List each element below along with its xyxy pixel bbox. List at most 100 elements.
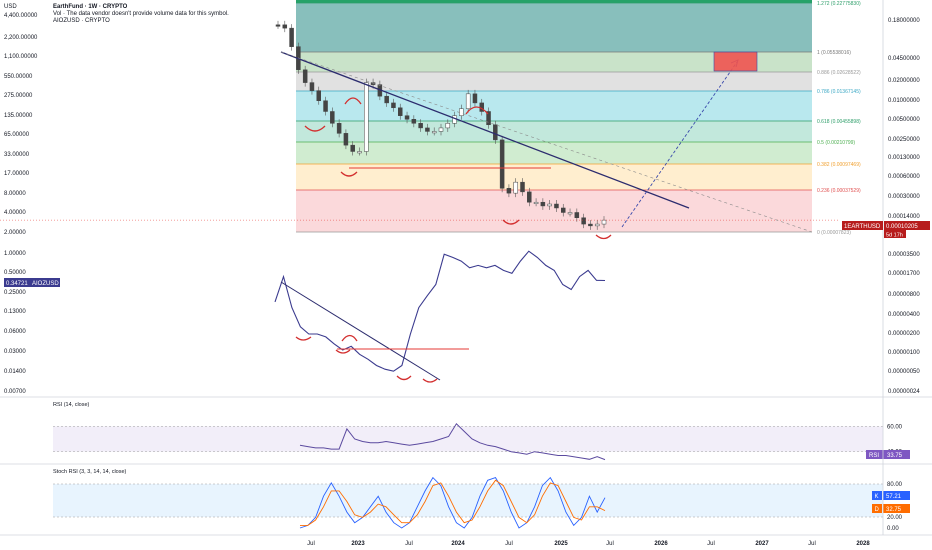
- earth-candle: [561, 207, 566, 213]
- highlight-arc: [502, 219, 520, 225]
- earth-candle: [411, 119, 417, 124]
- x-axis-label: 2024: [451, 541, 465, 547]
- highlight-arc: [595, 234, 612, 240]
- stoch-k-value-bg: [883, 491, 910, 500]
- aioz-badge-label: AIOZUSD: [32, 281, 59, 287]
- right-axis-label: 0.00014000: [888, 214, 920, 220]
- right-axis-label: 0.02000000: [888, 78, 920, 84]
- earth-candle: [398, 107, 403, 116]
- earth-candle: [343, 133, 349, 146]
- right-axis-label: 0.00030000: [888, 194, 920, 200]
- earth-badge-value-bg: [884, 221, 930, 230]
- fib-level-label: 0.786 (0.01367145): [817, 89, 861, 95]
- overlay-symbol: AIOZUSD · CRYPTO: [53, 18, 110, 24]
- earth-candle: [445, 123, 451, 129]
- earth-candle: [357, 151, 362, 154]
- highlight-arc: [340, 171, 358, 177]
- stoch-tick-label: 80.00: [887, 482, 903, 488]
- earth-candle: [282, 24, 288, 29]
- earth-badge-timer-bg: [884, 230, 906, 238]
- fibonacci-retracement[interactable]: 1.272 (0.22775830) 1 (0.05538016) 0.886 (0…: [296, 0, 861, 236]
- currency-label: USD: [4, 4, 17, 10]
- earth-candle: [438, 127, 444, 132]
- stoch-d-line: [300, 479, 606, 526]
- left-axis-label: 17.00000: [4, 171, 30, 177]
- earth-candle: [472, 93, 478, 104]
- left-axis-aioz-label: 0.50000: [4, 270, 26, 276]
- right-axis-label: 0.00130000: [888, 155, 920, 161]
- left-axis-aioz-label: 0.13000: [4, 309, 26, 315]
- left-axis-label: 2,200.00000: [4, 35, 38, 41]
- left-axis-label: 33.00000: [4, 152, 30, 158]
- earth-badge-label-bg: [842, 221, 883, 230]
- fib-level-label: 0.382 (0.00097469): [817, 162, 861, 168]
- stoch-title: Stoch RSI (3, 3, 14, 14, close): [53, 469, 127, 475]
- right-axis-low-label: 0.00000050: [888, 369, 920, 375]
- fib-upper-zone: [296, 3, 812, 52]
- earth-candle: [540, 201, 546, 207]
- earth-candle: [364, 82, 369, 152]
- highlight-arc: [295, 336, 312, 341]
- x-axis-label: Jul: [808, 541, 816, 547]
- left-axis-label: 550.00000: [4, 74, 33, 80]
- rsi-line: [299, 423, 606, 461]
- right-axis-label: 0.01000000: [888, 98, 920, 104]
- aioz-badge-label-bg: [30, 278, 60, 287]
- fib-level-label: 1 (0.05538016): [817, 50, 851, 56]
- aioz-line: [274, 250, 606, 372]
- fib-level-label: 0 (0.00007823): [817, 230, 851, 236]
- left-axis-label: 4.00000: [4, 210, 26, 216]
- x-axis-label: Jul: [707, 541, 715, 547]
- right-axis-low-label: 0.00001700: [888, 271, 920, 277]
- highlight-arc: [396, 375, 412, 381]
- earth-candle: [418, 123, 423, 129]
- left-axis-label: 4,400.00000: [4, 13, 38, 19]
- earth-badge-label: 1EARTHUSD: [844, 224, 881, 230]
- aioz-downtrend-line: [280, 281, 441, 381]
- fib-zone: [296, 142, 812, 164]
- earth-candle: [601, 219, 607, 225]
- fib-zone: [296, 52, 812, 72]
- earth-candle: [465, 93, 471, 109]
- earth-candle: [391, 102, 396, 109]
- downtrend-line: [280, 51, 690, 209]
- right-axis-low-label: 0.00000100: [888, 350, 920, 356]
- stoch-rsi-pane: 80.00 20.00 0.00 K 57.21 D 32.75: [53, 476, 910, 532]
- right-axis-label: 0.00060000: [888, 174, 920, 180]
- stoch-d-value-bg: [883, 504, 910, 513]
- earth-candle: [499, 139, 505, 189]
- earth-candle: [527, 191, 532, 203]
- rsi-tick-label: 60.00: [887, 424, 903, 430]
- fib-level-label: 0.886 (0.02628522): [817, 70, 861, 76]
- left-axis-aioz-label: 0.00700: [4, 389, 26, 395]
- earth-candle: [350, 144, 355, 152]
- earth-candle: [554, 203, 559, 209]
- earth-candle: [425, 127, 430, 132]
- x-axis-label: 2025: [554, 541, 568, 547]
- left-axis-label: 275.00000: [4, 93, 33, 99]
- fib-zone: [296, 190, 812, 232]
- earth-candle: [323, 100, 328, 112]
- left-axis-aioz-label: 0.03000: [4, 349, 26, 355]
- left-axis-label: 65.00000: [4, 132, 30, 138]
- x-axis-label: 2023: [351, 541, 365, 547]
- right-axis-label: 0.00500000: [888, 117, 920, 123]
- earth-candle: [547, 203, 552, 207]
- x-axis-label: 2026: [654, 541, 668, 547]
- stoch-band: [53, 484, 883, 517]
- annotations: [280, 51, 813, 383]
- x-axis-label: 2027: [755, 541, 769, 547]
- right-axis-low-label: 0.00000800: [888, 292, 920, 298]
- earth-candle: [316, 90, 321, 101]
- fib-zone: [296, 72, 812, 91]
- fib-level-label: 0.618 (0.00455898): [817, 119, 861, 125]
- x-axis-label: Jul: [405, 541, 413, 547]
- earth-candle: [567, 212, 573, 215]
- highlight-arc: [422, 378, 438, 383]
- rsi-badge-value: 33.75: [887, 453, 903, 459]
- left-axis-aioz-label: 0.01400: [4, 369, 26, 375]
- x-axis-label: Jul: [606, 541, 614, 547]
